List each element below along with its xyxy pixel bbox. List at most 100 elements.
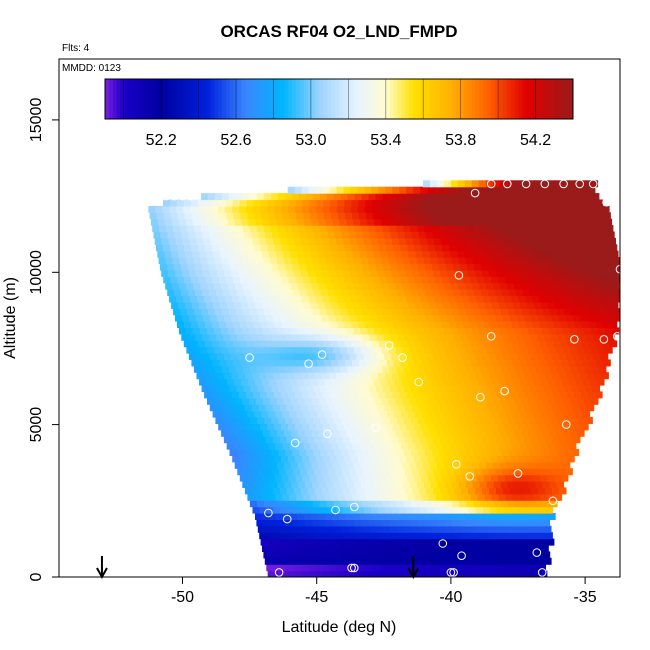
heatmap-cell: [412, 487, 420, 495]
heatmap-cell: [380, 301, 389, 309]
heatmap-cell: [217, 269, 225, 277]
heatmap-cell: [340, 308, 349, 316]
heatmap-cell: [248, 282, 257, 290]
heatmap-cell: [269, 461, 278, 469]
heatmap-cell: [372, 474, 380, 482]
colorbar-segment: [409, 79, 414, 119]
heatmap-cell: [341, 289, 350, 297]
heatmap-cell: [303, 301, 312, 309]
observation-point: [350, 502, 359, 512]
heatmap-cell: [532, 570, 541, 577]
heatmap-cell: [569, 327, 578, 335]
heatmap-cell: [164, 218, 173, 226]
heatmap-cell: [473, 417, 482, 424]
heatmap-cell: [422, 442, 430, 450]
heatmap-cell: [243, 263, 252, 271]
colorbar-tick-label: 52.6: [220, 132, 251, 149]
heatmap-cell: [258, 353, 267, 360]
heatmap-cell: [445, 365, 453, 373]
heatmap-cell: [195, 353, 204, 360]
heatmap-cell: [256, 500, 265, 508]
heatmap-cell: [262, 461, 271, 469]
heatmap-cell: [472, 346, 481, 354]
heatmap-cell: [398, 269, 407, 277]
heatmap-cell: [418, 557, 426, 565]
heatmap-cell: [260, 244, 269, 252]
heatmap-cell: [405, 436, 413, 444]
heatmap-cell: [515, 263, 524, 271]
heatmap-cell: [458, 519, 467, 527]
heatmap-cell: [285, 417, 293, 424]
heatmap-cell: [456, 321, 464, 328]
heatmap-cell: [426, 372, 435, 380]
heatmap-cell: [367, 218, 375, 226]
heatmap-cell: [368, 519, 376, 527]
heatmap-cell: [511, 199, 520, 207]
colorbar-segment: [155, 79, 160, 119]
heatmap-cell: [248, 397, 257, 405]
colorbar-segment: [463, 79, 469, 119]
heatmap-cell: [369, 263, 377, 271]
heatmap-cell: [293, 487, 302, 495]
heatmap-cell: [268, 410, 276, 418]
heatmap-cell: [264, 417, 272, 424]
heatmap-cell: [529, 225, 537, 233]
heatmap-cell: [328, 436, 337, 444]
heatmap-cell: [539, 321, 548, 328]
heatmap-cell: [503, 372, 512, 380]
heatmap-cell: [350, 372, 358, 380]
heatmap-cell: [362, 231, 371, 239]
heatmap-cell: [296, 359, 304, 367]
heatmap-cell: [286, 269, 295, 277]
heatmap-cell: [494, 225, 502, 233]
heatmap-cell: [531, 436, 539, 444]
heatmap-cell: [428, 493, 437, 501]
heatmap-cell: [264, 525, 273, 533]
heatmap-cell: [221, 346, 229, 354]
colorbar-tick-label: 52.2: [146, 132, 177, 149]
heatmap-cell: [272, 436, 281, 444]
heatmap-cell: [454, 372, 463, 380]
heatmap-cell: [323, 276, 332, 284]
heatmap-cell: [459, 193, 467, 201]
heatmap-cell: [237, 314, 246, 322]
heatmap-cell: [602, 205, 610, 213]
heatmap-cell: [304, 327, 313, 335]
heatmap-cell: [421, 570, 429, 577]
heatmap-cell: [327, 231, 336, 239]
heatmap-cell: [435, 321, 443, 328]
heatmap-cell: [272, 231, 280, 239]
heatmap-cell: [351, 276, 360, 284]
heatmap-cell: [498, 493, 507, 501]
heatmap-cell: [490, 391, 498, 399]
heatmap-cell: [348, 385, 356, 392]
heatmap-cell: [501, 308, 509, 316]
heatmap-cell: [342, 269, 351, 277]
heatmap-cell: [476, 455, 484, 463]
heatmap-cell: [482, 532, 491, 540]
heatmap-cell: [326, 519, 334, 527]
heatmap-cell: [554, 442, 563, 450]
heatmap-cell: [291, 346, 299, 354]
heatmap-cell: [532, 340, 541, 348]
heatmap-cell: [455, 391, 463, 399]
heatmap-cell: [182, 314, 190, 322]
heatmap-cell: [507, 551, 516, 559]
heatmap-cell: [415, 410, 423, 418]
heatmap-cell: [455, 205, 463, 213]
heatmap-cell: [536, 225, 544, 233]
heatmap-cell: [449, 474, 457, 482]
heatmap-cell: [352, 545, 361, 552]
heatmap-cell: [281, 538, 290, 546]
heatmap-cell: [556, 282, 564, 290]
heatmap-cell: [416, 429, 425, 437]
heatmap-cell: [447, 564, 456, 572]
heatmap-cell: [379, 244, 387, 252]
heatmap-cell: [285, 385, 293, 392]
heatmap-cell: [556, 308, 565, 316]
heatmap-cell: [489, 532, 498, 540]
heatmap-cell: [545, 237, 554, 245]
heatmap-cell: [562, 397, 571, 405]
heatmap-cell: [310, 493, 318, 501]
heatmap-cell: [547, 359, 555, 367]
